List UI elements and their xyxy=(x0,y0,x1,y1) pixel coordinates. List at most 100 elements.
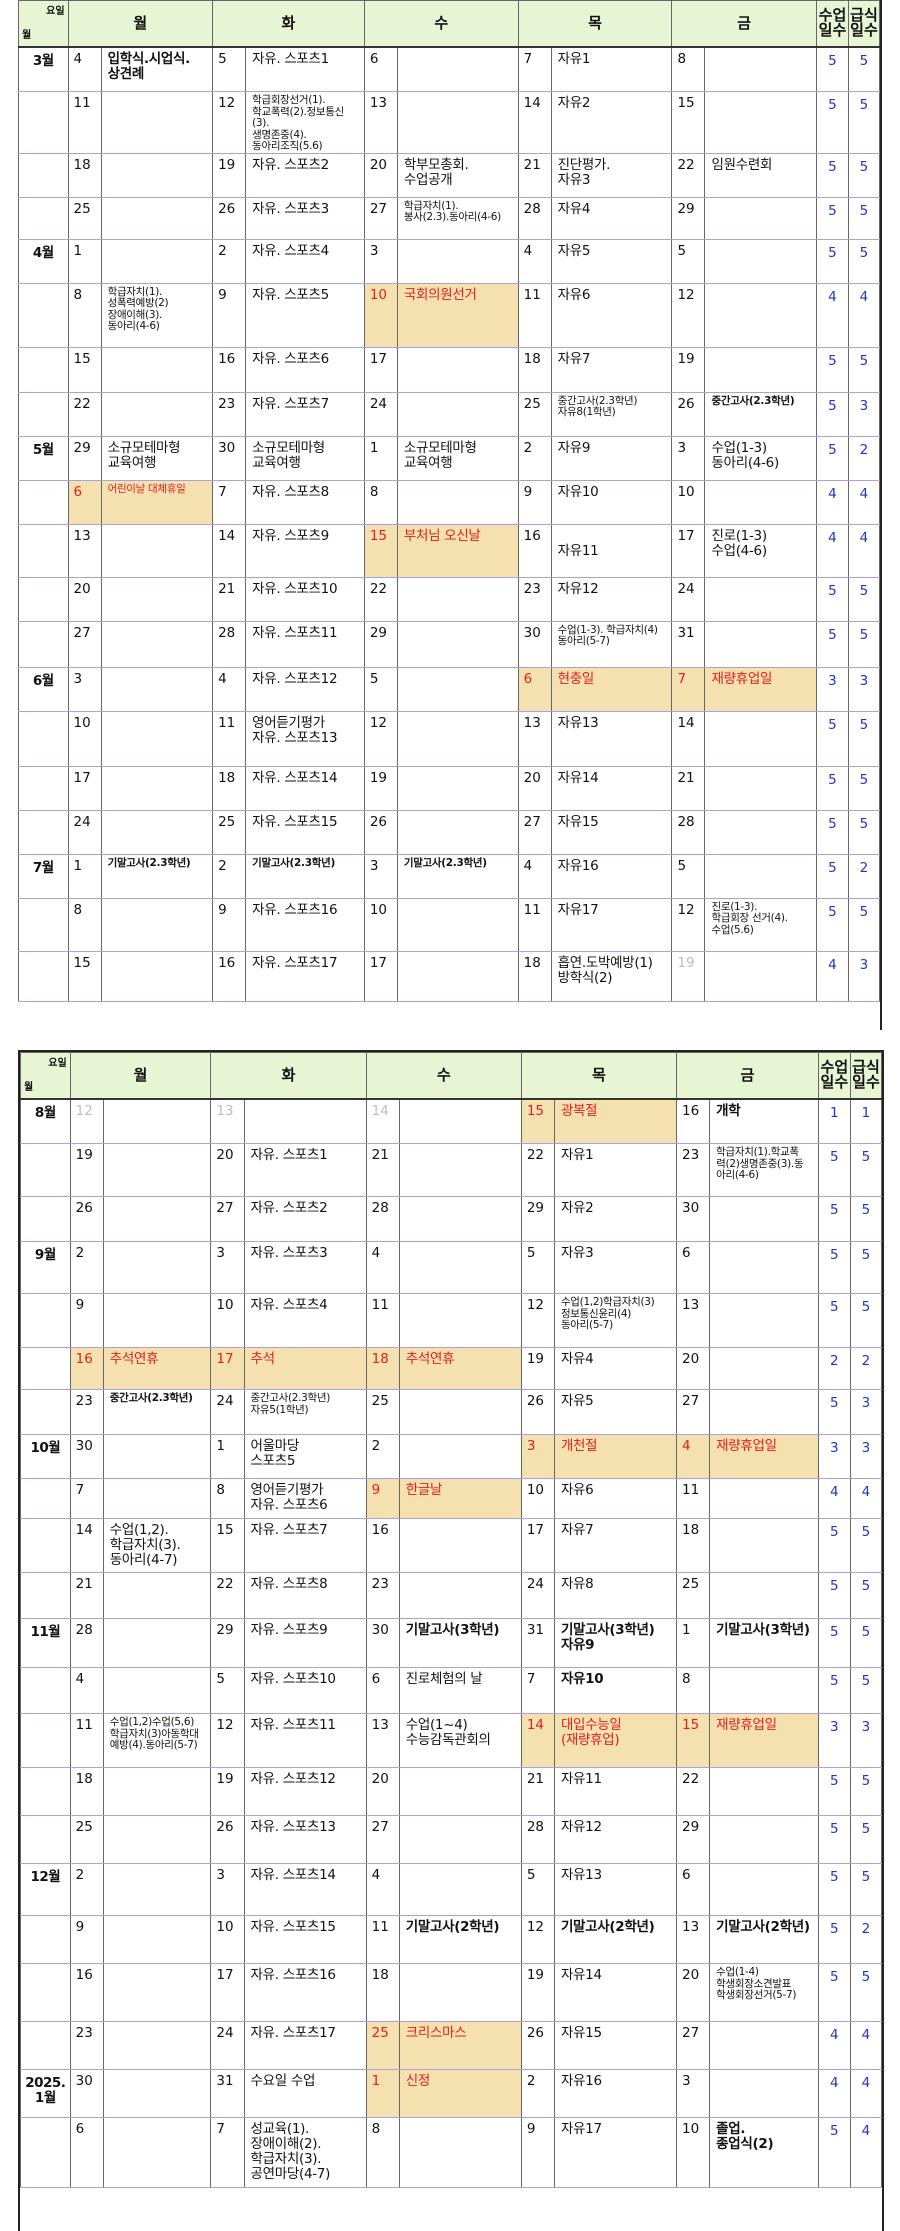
date-cell: 2 xyxy=(212,853,247,899)
date-cell: 20 xyxy=(676,1347,711,1390)
event-cell: 자유. 스포츠4 xyxy=(245,238,365,284)
holiday-event-cell: 재량휴업일 xyxy=(709,1713,819,1768)
month-cell xyxy=(20,1143,71,1197)
date-cell: 14 xyxy=(671,710,706,767)
event-cell: 기말고사(2.3학년) xyxy=(245,853,365,899)
meal-days-count: 5 xyxy=(847,710,881,767)
date-cell: 3 xyxy=(363,238,398,284)
date-cell: 27 xyxy=(517,809,552,855)
event-cell xyxy=(100,346,214,393)
event-cell xyxy=(396,346,519,393)
month-cell xyxy=(18,950,69,1002)
date-cell: 16 xyxy=(69,1963,104,2022)
date-cell: 1 xyxy=(365,2069,400,2118)
month-cell xyxy=(18,479,69,525)
date-cell: 21 xyxy=(365,1143,400,1197)
week-row: 6월 3 4 자유. 스포츠12 5 6 현충일 7 재량휴업일 3 3 xyxy=(18,666,881,712)
class-days-count: 5 xyxy=(815,710,849,767)
event-cell: 중간고사(2.3학년) xyxy=(704,391,817,437)
date-cell: 15 xyxy=(67,950,102,1002)
class-days-count: 5 xyxy=(817,1196,851,1242)
date-cell: 7 xyxy=(517,46,552,92)
event-cell: 자유5 xyxy=(553,1389,678,1435)
class-days-count: 5 xyxy=(815,765,849,811)
event-cell xyxy=(100,620,214,668)
date-cell: 11 xyxy=(212,710,247,767)
date-cell: 20 xyxy=(517,765,552,811)
week-row: 25 26 자유. 스포츠13 27 28 자유12 29 5 5 xyxy=(20,1815,883,1864)
date-cell: 9 xyxy=(520,2117,555,2188)
event-cell xyxy=(102,1478,212,1519)
holiday-event-cell: 현충일 xyxy=(550,666,673,712)
event-cell: 영어듣기평가 자유. 스포츠6 xyxy=(243,1478,367,1519)
date-cell: 11 xyxy=(69,1713,104,1768)
date-cell: 19 xyxy=(69,1143,104,1197)
date-cell: 10 xyxy=(210,1915,245,1964)
week-row: 25 26 자유. 스포츠3 27 학급자치(1). 봉사(2.3).동아리(4-6) 2… xyxy=(18,196,881,240)
event-cell: 자유. 스포츠16 xyxy=(245,897,365,952)
date-cell: 18 xyxy=(517,346,552,393)
meal-days-count: 5 xyxy=(849,1618,883,1668)
event-cell: 자유15 xyxy=(553,2021,678,2070)
date-cell: 13 xyxy=(676,1293,711,1348)
holiday-event-cell: 추석연휴 xyxy=(102,1347,212,1390)
month-cell xyxy=(18,196,69,240)
date-cell: 18 xyxy=(517,950,552,1002)
event-cell xyxy=(704,620,817,668)
week-row: 6 어린이날 대체휴일 7 자유. 스포츠8 8 9 자유10 10 4 4 xyxy=(18,479,881,525)
event-cell xyxy=(102,1815,212,1864)
meal-days-count: 5 xyxy=(847,346,881,393)
date-cell: 7 xyxy=(69,1478,104,1519)
date-cell: 14 xyxy=(520,1713,555,1768)
event-cell: 수업(1~4) 수능감독관회의 xyxy=(398,1713,522,1768)
date-cell: 4 xyxy=(676,1434,711,1479)
meal-days-count: 5 xyxy=(847,196,881,240)
event-cell: 자유. 스포츠17 xyxy=(243,2021,367,2070)
date-cell: 16 xyxy=(676,1098,711,1144)
date-cell: 3 xyxy=(676,2069,711,2118)
date-cell: 1 xyxy=(363,435,398,481)
date-cell: 31 xyxy=(671,620,706,668)
event-cell xyxy=(396,666,519,712)
class-days-count: 2 xyxy=(817,1347,851,1390)
month-cell xyxy=(20,1518,71,1573)
event-cell xyxy=(704,950,817,1002)
event-cell xyxy=(100,523,214,578)
event-cell xyxy=(709,1815,819,1864)
date-cell: 3 xyxy=(363,853,398,899)
corner-label-day: 요일 xyxy=(48,1058,67,1069)
holiday-event-cell: 국회의원선거 xyxy=(396,282,519,348)
date-cell: 25 xyxy=(676,1572,711,1619)
meal-days-header: 급식일수 xyxy=(849,1052,883,1100)
class-days-count: 4 xyxy=(817,2021,851,2070)
event-cell: 자유12 xyxy=(550,576,673,622)
date-cell: 10 xyxy=(210,1293,245,1348)
date-cell: 28 xyxy=(520,1815,555,1864)
event-cell xyxy=(396,710,519,767)
date-cell: 1 xyxy=(67,853,102,899)
date-cell: 21 xyxy=(520,1767,555,1816)
date-cell: 29 xyxy=(363,620,398,668)
event-cell xyxy=(709,2069,819,2118)
event-cell: 기말고사(3학년) xyxy=(709,1618,819,1668)
event-cell xyxy=(709,1863,819,1916)
holiday-event-cell: 크리스마스 xyxy=(398,2021,522,2070)
date-cell: 23 xyxy=(69,2021,104,2070)
event-cell xyxy=(396,46,519,92)
event-cell: 기말고사(2.3학년) xyxy=(100,853,214,899)
date-cell: 23 xyxy=(212,391,247,437)
event-cell xyxy=(102,1863,212,1916)
date-cell: 19 xyxy=(520,1347,555,1390)
class-days-count: 5 xyxy=(815,620,849,668)
week-row: 6 7 성교육(1). 장애이해(2). 학급자치(3). 공연마당(4-7) 8 9 자… xyxy=(20,2117,883,2188)
week-row: 9 10 자유. 스포츠4 11 12 수업(1,2)학급자치(3) 정보통신윤리(4) … xyxy=(20,1293,883,1348)
month-cell: 7월 xyxy=(18,853,69,899)
date-cell: 29 xyxy=(520,1196,555,1242)
event-cell xyxy=(398,1098,522,1144)
event-cell xyxy=(398,2117,522,2188)
event-cell xyxy=(398,1767,522,1816)
month-cell xyxy=(18,152,69,198)
event-cell xyxy=(704,46,817,92)
class-days-count: 5 xyxy=(815,46,849,92)
meal-days-count: 5 xyxy=(849,1293,883,1348)
